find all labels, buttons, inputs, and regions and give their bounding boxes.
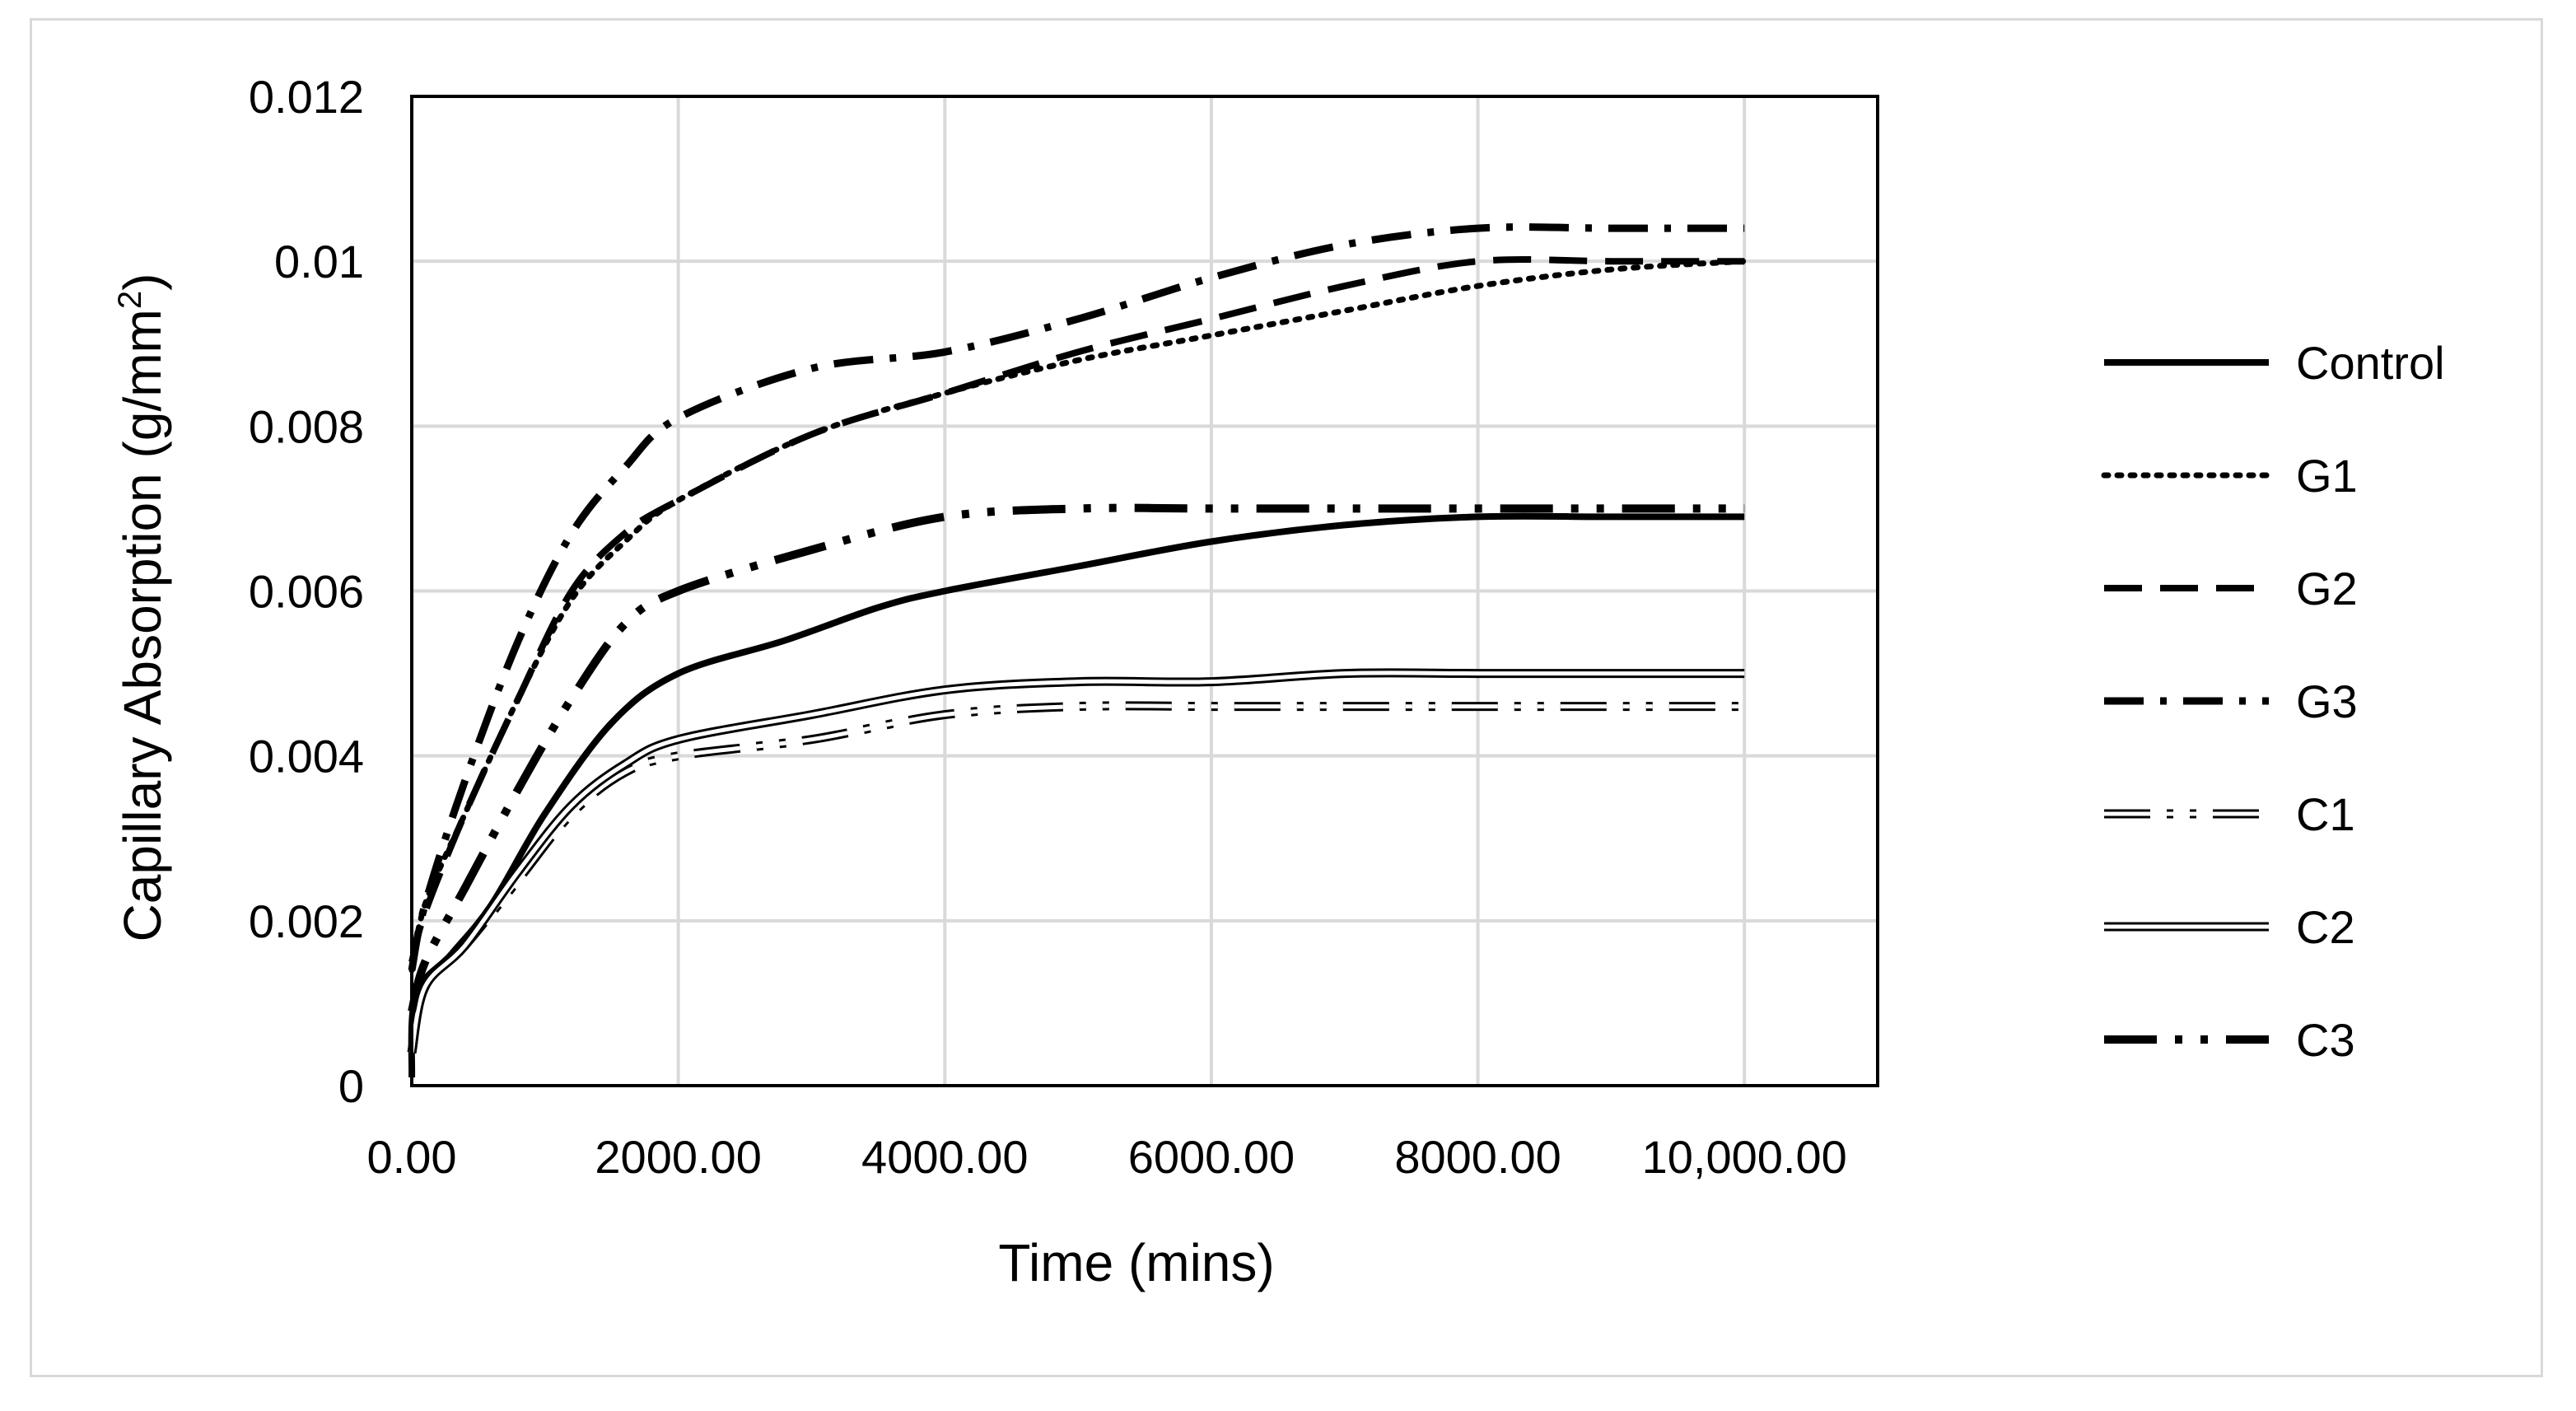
y-axis-title-superscript: 2: [112, 291, 148, 309]
y-tick-label: 0.004: [249, 731, 364, 783]
series-g1: [408, 258, 1748, 974]
y-tick-label: 0.002: [249, 895, 364, 947]
legend-item-c3: C3: [2104, 1014, 2355, 1066]
series-line-c1-inner: [409, 703, 1745, 1054]
series-line-c2: [407, 668, 1745, 1054]
x-tick-label: 8000.00: [1394, 1131, 1561, 1183]
y-axis-title-main: Capillary Absorption (g/mm: [113, 309, 172, 941]
series-g2: [408, 255, 1745, 963]
series-line-g2: [408, 255, 1745, 963]
series-line-c1: [407, 701, 1745, 1054]
legend-item-g1: G1: [2101, 450, 2358, 502]
legend-label-c3: C3: [2296, 1014, 2355, 1066]
y-axis-title-end: ): [113, 273, 172, 291]
x-tick-label: 10,000.00: [1642, 1131, 1847, 1183]
y-tick-label: 0.006: [249, 566, 364, 618]
y-axis-tick-labels: 0 0.002 0.004 0.006 0.008 0.01 0.012: [249, 71, 364, 1112]
legend-label-c2: C2: [2296, 901, 2355, 953]
y-axis-title: Capillary Absorption (g/mm2): [112, 273, 172, 942]
series-line-g1: [408, 258, 1748, 974]
x-tick-label: 6000.00: [1128, 1131, 1295, 1183]
legend-item-c2: C2: [2104, 901, 2355, 953]
series-c3: [408, 503, 1745, 1013]
legend-item-c1: C1: [2104, 788, 2355, 840]
y-tick-label: 0.008: [249, 400, 364, 452]
series-control: [408, 512, 1745, 1078]
legend-label-g1: G1: [2296, 450, 2358, 502]
x-axis-title: Time (mins): [998, 1233, 1274, 1292]
legend-item-g2: G2: [2104, 563, 2358, 614]
legend-item-g3: G3: [2104, 675, 2358, 727]
legend-label-c1: C1: [2296, 788, 2355, 840]
series-layer: [407, 223, 1748, 1078]
series-c2: [407, 668, 1745, 1054]
series-line-g3: [408, 223, 1745, 971]
grid-layer: [410, 95, 1878, 1087]
y-tick-label: 0.01: [274, 236, 364, 287]
series-line-c3: [408, 503, 1745, 1013]
y-tick-label: 0: [338, 1060, 364, 1112]
legend: Control G1 G2 G3 C1 C2 C3: [2101, 337, 2445, 1066]
y-tick-label: 0.012: [249, 71, 364, 123]
x-tick-label: 4000.00: [861, 1131, 1028, 1183]
legend-label-g2: G2: [2296, 563, 2358, 614]
series-line-c2-inner: [409, 670, 1745, 1054]
legend-item-control: Control: [2104, 337, 2445, 389]
legend-label-g3: G3: [2296, 675, 2358, 727]
x-tick-label: 2000.00: [595, 1131, 761, 1183]
series-line-control: [408, 512, 1745, 1078]
series-c1: [407, 701, 1745, 1054]
series-g3: [408, 223, 1745, 971]
x-tick-label: 0.00: [367, 1131, 457, 1183]
plot-area-border: [410, 95, 1879, 1087]
x-axis-tick-labels: 0.00 2000.00 4000.00 6000.00 8000.00 10,000.0…: [367, 1131, 1847, 1183]
legend-label-control: Control: [2296, 337, 2445, 389]
